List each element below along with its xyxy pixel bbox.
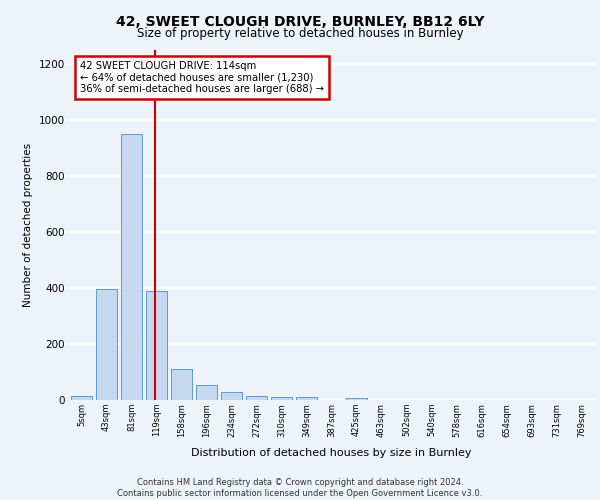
Bar bbox=[296, 397, 317, 400]
Bar bbox=[346, 398, 367, 400]
Bar bbox=[71, 396, 92, 400]
Bar bbox=[196, 386, 217, 400]
Text: Size of property relative to detached houses in Burnley: Size of property relative to detached ho… bbox=[137, 28, 463, 40]
Bar bbox=[246, 396, 267, 400]
Y-axis label: Number of detached properties: Number of detached properties bbox=[23, 143, 33, 307]
Bar bbox=[271, 396, 292, 400]
Text: 42 SWEET CLOUGH DRIVE: 114sqm
← 64% of detached houses are smaller (1,230)
36% o: 42 SWEET CLOUGH DRIVE: 114sqm ← 64% of d… bbox=[79, 60, 323, 94]
Bar bbox=[221, 392, 242, 400]
X-axis label: Distribution of detached houses by size in Burnley: Distribution of detached houses by size … bbox=[191, 448, 472, 458]
Bar bbox=[96, 290, 117, 400]
Text: Contains HM Land Registry data © Crown copyright and database right 2024.
Contai: Contains HM Land Registry data © Crown c… bbox=[118, 478, 482, 498]
Bar bbox=[146, 291, 167, 400]
Bar bbox=[121, 134, 142, 400]
Bar bbox=[171, 369, 192, 400]
Text: 42, SWEET CLOUGH DRIVE, BURNLEY, BB12 6LY: 42, SWEET CLOUGH DRIVE, BURNLEY, BB12 6L… bbox=[116, 15, 484, 29]
